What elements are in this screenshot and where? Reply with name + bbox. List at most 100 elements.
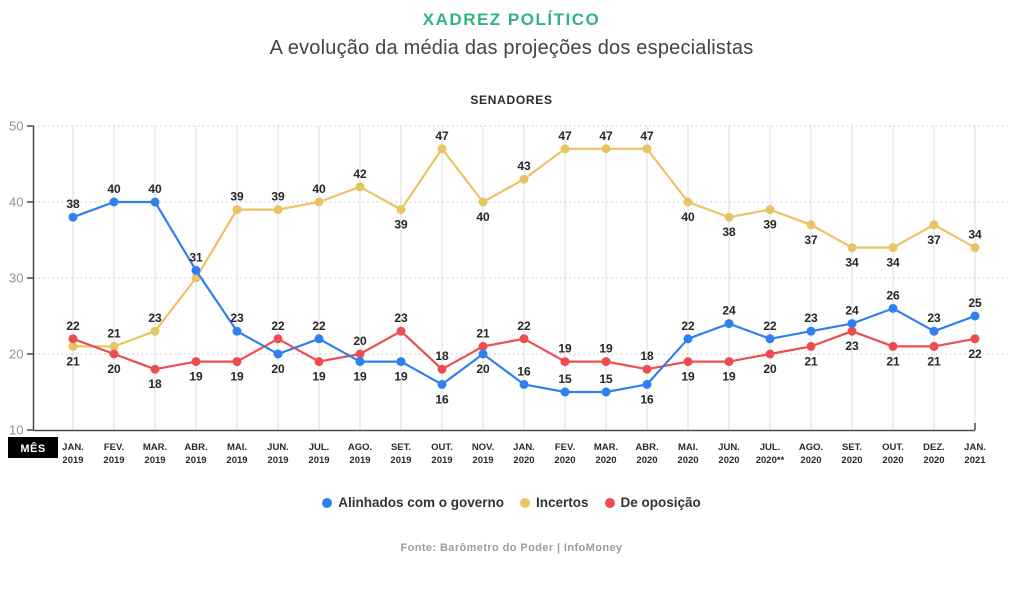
y-tick-label: 30 <box>9 271 23 286</box>
data-point <box>519 334 529 344</box>
data-point-label: 34 <box>886 256 900 270</box>
data-point-label: 40 <box>476 210 490 224</box>
data-point-label: 40 <box>681 210 695 224</box>
y-tick-label: 40 <box>9 195 23 210</box>
data-point-label: 20 <box>476 362 490 376</box>
data-point-label: 22 <box>66 319 80 333</box>
x-tick-label: FEV. 2019 <box>103 442 124 466</box>
data-point <box>478 341 488 351</box>
data-point-label: 22 <box>517 319 531 333</box>
data-point <box>970 243 980 253</box>
x-tick-label: SET. 2020 <box>841 442 862 466</box>
data-point <box>724 319 734 329</box>
page-subtitle: A evolução da média das projeções dos es… <box>269 37 754 59</box>
data-point-label: 34 <box>968 228 982 242</box>
data-point-label: 23 <box>804 311 818 325</box>
data-point-label: 24 <box>722 304 736 318</box>
data-point-label: 19 <box>353 370 367 384</box>
data-point <box>109 349 119 359</box>
data-point <box>519 379 529 389</box>
data-point <box>929 220 939 230</box>
x-tick-label: MAR. 2019 <box>143 442 167 466</box>
data-point <box>191 357 201 367</box>
data-point-label: 21 <box>886 354 900 368</box>
legend-dot-blue-icon <box>322 497 333 508</box>
header: XADREZ POLÍTICO A evolução da média das … <box>0 0 1023 107</box>
data-point <box>601 387 611 397</box>
source-credit: Fonte: Barômetro do Poder | InfoMoney <box>400 542 623 554</box>
data-point <box>601 357 611 367</box>
data-point <box>806 341 816 351</box>
data-point-label: 34 <box>845 256 859 270</box>
legend-item-oposicao: De oposição <box>604 495 701 510</box>
data-point <box>642 379 652 389</box>
legend-item-incertos: Incertos <box>519 495 589 510</box>
x-tick-label: JUL. 2020** <box>756 442 785 466</box>
x-tick-label: MAR. 2020 <box>594 442 618 466</box>
data-point-label: 20 <box>107 362 121 376</box>
data-point <box>929 341 939 351</box>
data-point <box>273 205 283 215</box>
data-point <box>273 349 283 359</box>
data-point <box>683 334 693 344</box>
data-point-label: 43 <box>517 159 531 173</box>
legend-label-alinhados: Alinhados com o governo <box>338 495 504 510</box>
legend-label-incertos: Incertos <box>535 495 589 510</box>
data-point-label: 22 <box>681 319 695 333</box>
data-point <box>888 341 898 351</box>
x-tick-label: SET. 2019 <box>390 442 411 466</box>
data-point-label: 18 <box>435 349 449 363</box>
chart-legend: Alinhados com o governo Incertos De opos… <box>0 495 1023 510</box>
data-point <box>929 326 939 336</box>
legend-dot-yellow-icon <box>519 497 530 508</box>
data-point <box>519 174 529 184</box>
x-tick-label: JUL. 2019 <box>308 442 329 466</box>
data-point <box>683 197 693 207</box>
data-point <box>68 334 78 344</box>
x-tick-label: ABR. 2019 <box>184 442 207 466</box>
data-point-label: 18 <box>640 349 654 363</box>
data-point-label: 22 <box>763 319 777 333</box>
data-point <box>806 220 816 230</box>
data-point-label: 16 <box>435 392 449 406</box>
data-point-label: 19 <box>558 342 572 356</box>
data-point <box>765 349 775 359</box>
data-point-label: 42 <box>353 167 367 181</box>
data-point <box>888 303 898 313</box>
data-point <box>888 243 898 253</box>
data-point <box>232 357 242 367</box>
data-point <box>765 205 775 215</box>
y-tick-label: 50 <box>9 119 23 134</box>
data-point-label: 22 <box>968 347 982 361</box>
data-point <box>478 349 488 359</box>
data-point <box>232 205 242 215</box>
data-point <box>560 144 570 154</box>
data-point-label: 47 <box>435 129 449 143</box>
data-point <box>642 364 652 374</box>
data-point-label: 26 <box>886 288 900 302</box>
data-point <box>150 326 160 336</box>
line-chart: 50 40 30 20 10 JAN. 2019 FEV. 2019 MAR. 2019 ABR. 20… <box>0 109 1023 481</box>
data-point <box>314 357 324 367</box>
data-point-label: 37 <box>804 233 818 247</box>
legend-label-oposicao: De oposição <box>620 495 701 510</box>
chart-title: SENADORES <box>470 93 553 107</box>
data-point-label: 19 <box>599 342 613 356</box>
mes-label-box <box>8 437 58 458</box>
data-point-label: 21 <box>66 354 80 368</box>
x-tick-label: NOV. 2019 <box>472 442 494 466</box>
data-point-label: 39 <box>763 218 777 232</box>
x-tick-label: MAI. 2019 <box>226 442 247 466</box>
data-point <box>970 311 980 321</box>
data-point <box>191 265 201 275</box>
data-point-label: 47 <box>640 129 654 143</box>
data-point <box>150 197 160 207</box>
data-point <box>560 357 570 367</box>
x-tick-label: OUT. 2019 <box>431 442 453 466</box>
data-point-label: 19 <box>722 370 736 384</box>
x-axis-label: MÊS <box>20 442 45 455</box>
data-point-label: 16 <box>517 364 531 378</box>
data-point-label: 25 <box>968 296 982 310</box>
x-tick-label: JUN. 2020 <box>718 442 740 466</box>
